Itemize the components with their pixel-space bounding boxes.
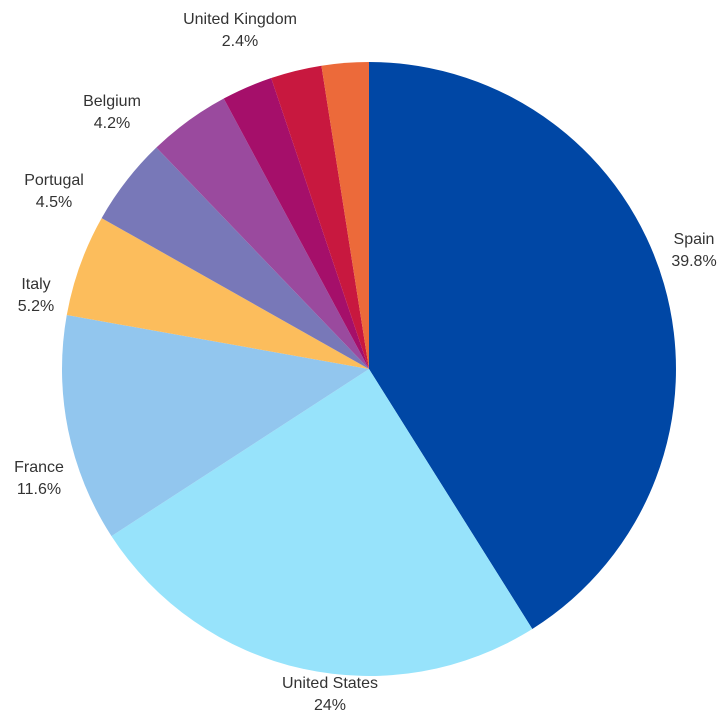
slice-label-portugal: Portugal (24, 172, 84, 189)
slice-value-united-states: 24% (314, 697, 346, 714)
slice-label-spain: Spain (674, 231, 715, 248)
slice-label-italy: Italy (21, 276, 50, 293)
slice-label-united-kingdom: United Kingdom (183, 11, 297, 28)
slice-value-italy: 5.2% (18, 298, 54, 315)
slice-label-belgium: Belgium (83, 93, 141, 110)
slice-value-portugal: 4.5% (36, 194, 72, 211)
slice-value-belgium: 4.2% (94, 115, 130, 132)
pie-slice-spain (369, 62, 676, 629)
pie-slice-united-states (111, 369, 533, 676)
pie-slice-unlabeled-7 (271, 65, 369, 370)
pie-slice-portugal (101, 147, 370, 369)
slice-value-spain: 39.8% (671, 253, 716, 270)
pie-slice-italy (66, 218, 369, 369)
pie-slice-belgium (156, 98, 369, 369)
slice-label-france: France (14, 459, 64, 476)
slice-label-united-states: United States (282, 675, 378, 692)
pie-slices (62, 62, 676, 676)
pie-slice-unlabeled-6 (223, 77, 369, 370)
slice-value-france: 11.6% (17, 481, 61, 498)
pie-slice-united-kingdom (321, 62, 369, 369)
pie-slice-france (62, 315, 370, 537)
pie-labels: Spain 39.8% United States 24% France 11.6% Ita… (14, 11, 717, 714)
slice-value-united-kingdom: 2.4% (222, 33, 258, 50)
